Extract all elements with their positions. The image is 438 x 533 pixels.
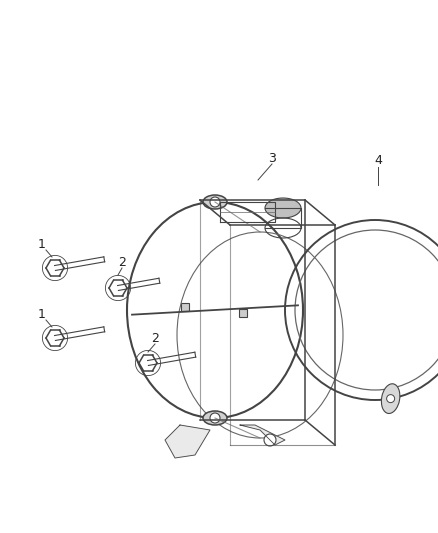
Ellipse shape bbox=[265, 198, 301, 218]
Circle shape bbox=[387, 394, 395, 402]
Text: 3: 3 bbox=[268, 151, 276, 165]
Text: 4: 4 bbox=[374, 154, 382, 166]
Polygon shape bbox=[165, 425, 210, 458]
FancyBboxPatch shape bbox=[181, 303, 189, 311]
Text: 2: 2 bbox=[118, 255, 126, 269]
Text: 2: 2 bbox=[151, 332, 159, 344]
Ellipse shape bbox=[203, 195, 227, 209]
Ellipse shape bbox=[381, 384, 400, 414]
FancyBboxPatch shape bbox=[239, 309, 247, 317]
Text: 1: 1 bbox=[38, 309, 46, 321]
Polygon shape bbox=[240, 425, 285, 445]
Circle shape bbox=[210, 413, 220, 423]
Circle shape bbox=[264, 434, 276, 446]
Ellipse shape bbox=[203, 411, 227, 425]
Circle shape bbox=[210, 197, 220, 207]
Text: 1: 1 bbox=[38, 238, 46, 252]
